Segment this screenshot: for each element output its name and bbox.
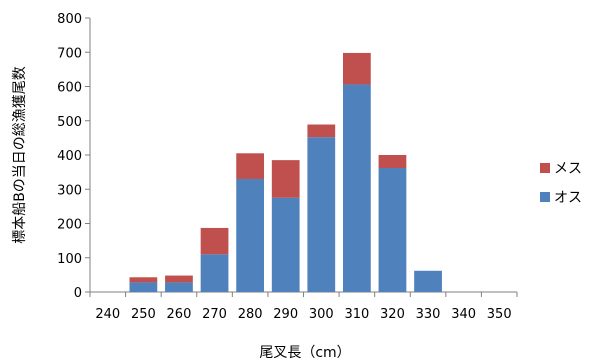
- bar-male: [236, 178, 265, 292]
- y-tick-label: 0: [74, 286, 82, 301]
- legend-label: オス: [554, 190, 582, 206]
- x-tick-label: 330: [416, 307, 441, 322]
- bar-male: [165, 282, 193, 292]
- y-tick-label: 500: [57, 115, 82, 130]
- x-tick-label: 260: [167, 307, 192, 322]
- bar-female: [307, 124, 336, 138]
- y-tick-label: 300: [57, 183, 82, 198]
- x-tick-label: 280: [238, 307, 263, 322]
- bar-male: [342, 84, 371, 292]
- y-tick-label: 800: [57, 12, 82, 27]
- bar-male: [378, 168, 407, 292]
- y-tick-label: 200: [57, 218, 82, 233]
- y-axis-title-group: 標本船Bの当日の総漁獲尾数: [12, 66, 28, 244]
- y-axis-title: 標本船Bの当日の総漁獲尾数: [12, 66, 28, 244]
- x-tick-label: 320: [380, 307, 405, 322]
- bar-male: [200, 254, 229, 292]
- bar-female: [165, 275, 193, 283]
- bar-female: [129, 277, 158, 283]
- bar-male: [129, 282, 158, 292]
- x-tick-label: 240: [95, 307, 120, 322]
- bar-male: [414, 270, 442, 292]
- bar-female: [200, 227, 229, 255]
- plot-area: 0 100 200 300 400 500 600 700 800 240 250 260 270 280…: [57, 12, 518, 322]
- legend-label: メス: [554, 161, 582, 177]
- bar-male: [307, 137, 336, 292]
- x-tick-label: 250: [131, 307, 156, 322]
- bar-female: [378, 155, 407, 169]
- x-tick-label: 350: [487, 307, 512, 322]
- x-tick-label: 340: [451, 307, 476, 322]
- x-tick-label: 300: [309, 307, 334, 322]
- bar-female: [342, 52, 371, 85]
- legend-swatch: [540, 192, 550, 202]
- y-tick-label: 400: [57, 149, 82, 164]
- legend-swatch: [540, 163, 550, 173]
- bar-female: [271, 160, 300, 198]
- x-tick-label: 290: [273, 307, 298, 322]
- bar-female: [236, 153, 265, 179]
- bar-male: [271, 197, 300, 292]
- x-tick-label: 310: [344, 307, 369, 322]
- y-tick-label: 600: [57, 81, 82, 96]
- x-tick-label: 270: [202, 307, 227, 322]
- y-tick-label: 700: [57, 46, 82, 61]
- x-axis-title: 尾叉長（cm）: [259, 345, 350, 361]
- y-tick-label: 100: [57, 252, 82, 267]
